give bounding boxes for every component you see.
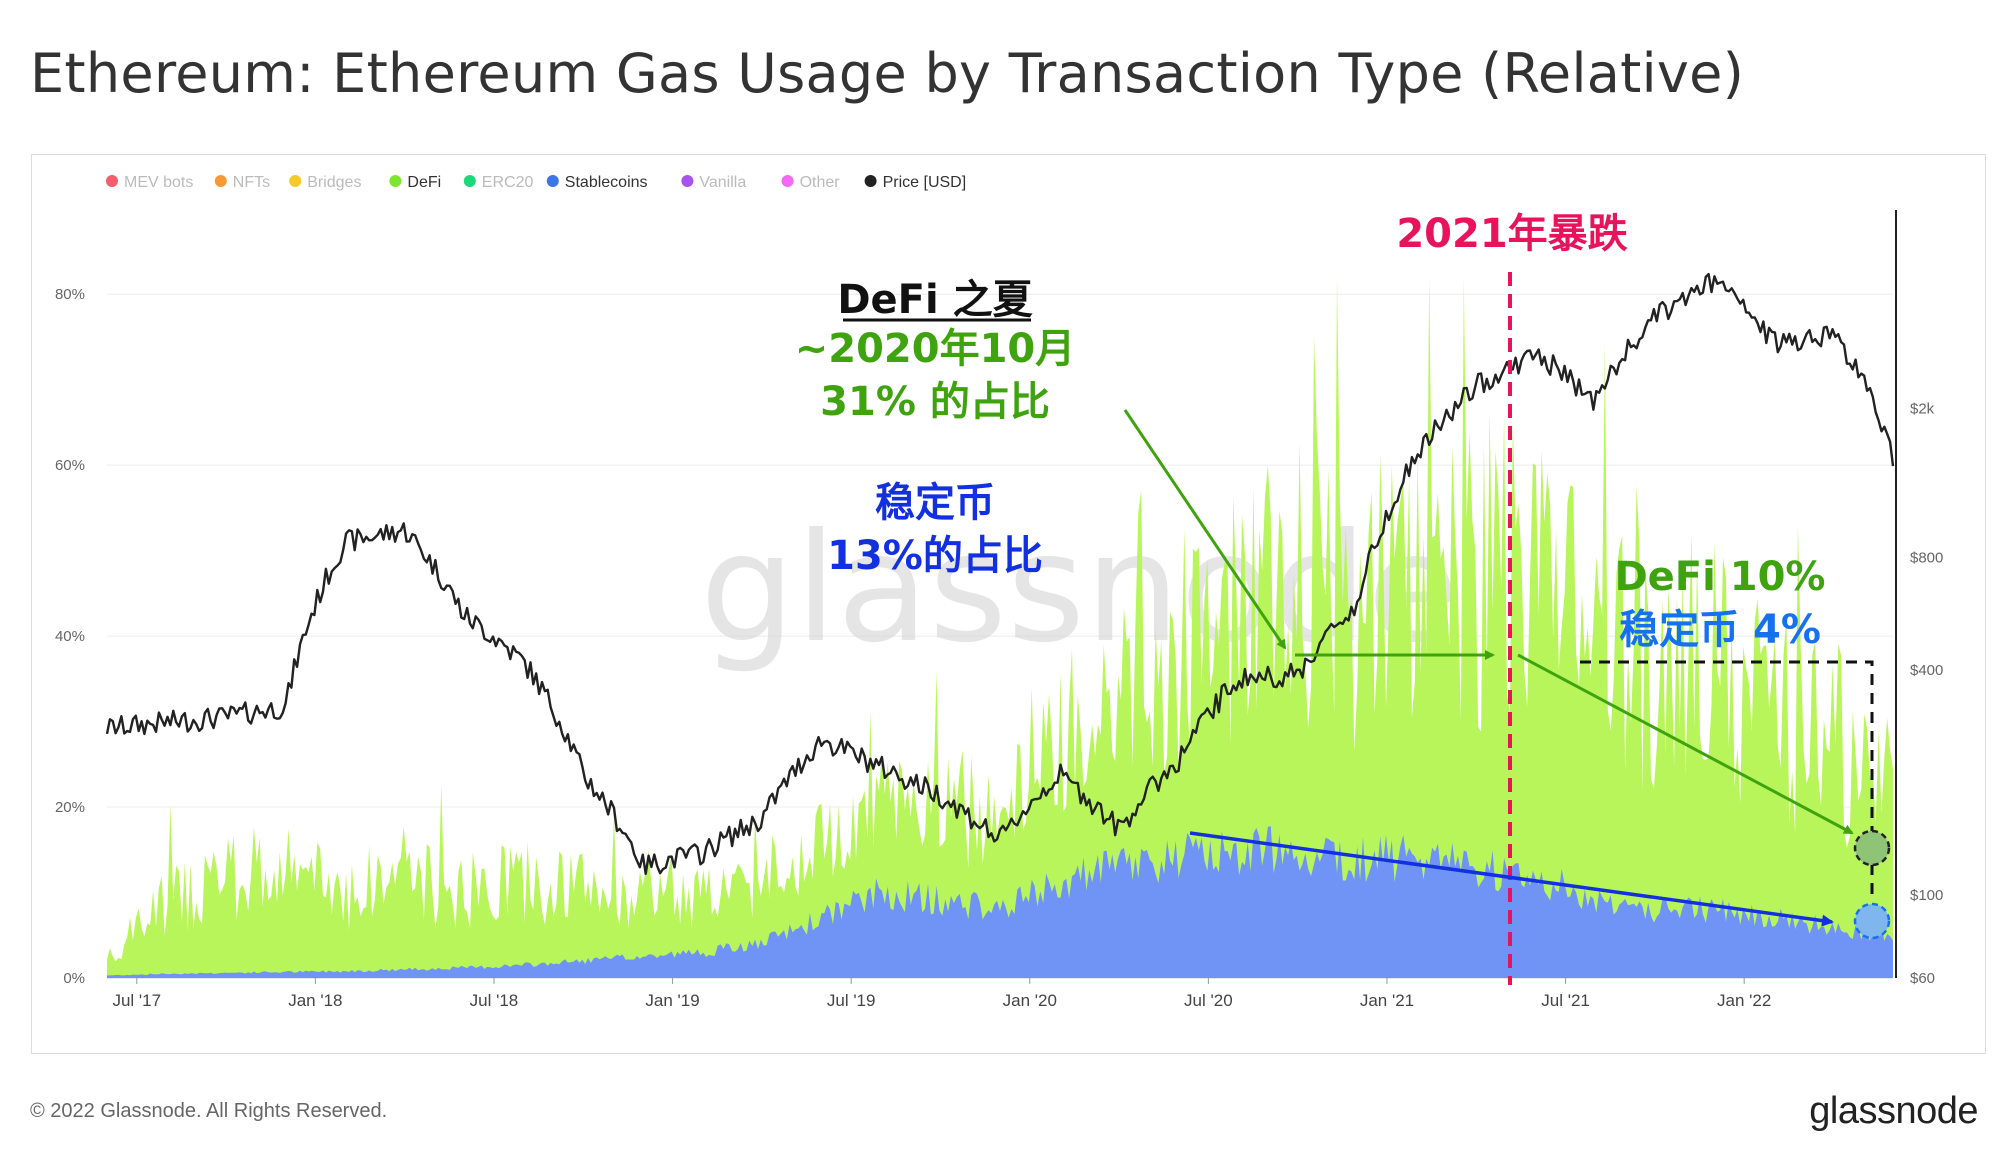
y-right-tick-label: $800 [1910, 549, 1943, 566]
legend-swatch [463, 175, 476, 187]
legend-swatch [864, 175, 877, 187]
defi-now-label: DeFi 10% [1614, 554, 1825, 600]
legend-label: MEV bots [124, 174, 193, 191]
x-axis: Jul '17 Jan '18 Jul '18 Jan '19 Jul '19 Jan '… [107, 977, 1893, 1010]
legend-swatch [214, 175, 227, 187]
y-axis-right: $60 $100 $400 $800 $2k [1895, 210, 1943, 987]
legend: MEV bots NFTs Bridges DeFi ERC20 Stablecoins V… [106, 174, 966, 191]
x-tick-label: Jan '22 [1717, 991, 1771, 1010]
series-defi-area [107, 277, 1893, 979]
legend-item[interactable]: NFTs [214, 174, 270, 191]
chart-panel [31, 154, 1986, 1054]
legend-item[interactable]: Price [USD] [864, 174, 967, 191]
legend-swatch [546, 175, 559, 187]
defi-summer-title: DeFi 之夏 [837, 277, 1033, 323]
x-tick-label: Jan '19 [645, 991, 699, 1010]
legend-label: Other [800, 174, 841, 191]
legend-swatch [681, 175, 694, 187]
defi-summer-arrow [1123, 409, 1287, 650]
stable-decline-arrow [1189, 831, 1834, 927]
y-right-tick-label: $2k [1910, 401, 1935, 418]
legend-item[interactable]: ERC20 [463, 174, 534, 191]
y-tick-label: 40% [55, 628, 85, 645]
watermark-text: glassnode [700, 502, 1459, 676]
y-right-tick-label: $100 [1910, 887, 1943, 904]
legend-label: DeFi [407, 174, 441, 191]
stable-now-marker [1853, 902, 1891, 940]
x-tick-label: Jan '20 [1003, 991, 1057, 1010]
defi-summer-date: ~2020年10月 [795, 326, 1076, 372]
x-tick-label: Jan '18 [288, 991, 342, 1010]
annotations: 2021年暴跌 DeFi 之夏 ~2020年10月 31% 的占比 稳定币 13… [795, 211, 1891, 985]
series-stablecoins-area [107, 826, 1893, 978]
x-tick-label: Jul '21 [1541, 991, 1590, 1010]
stable-now-label: 稳定币 4% [1619, 607, 1821, 653]
y-tick-label: 0% [63, 970, 85, 987]
legend-label: Stablecoins [565, 174, 648, 191]
copyright-text: © 2022 Glassnode. All Rights Reserved. [30, 1100, 388, 1122]
legend-label: NFTs [233, 174, 270, 191]
y-axis-left: 0% 20% 40% 60% 80% [55, 286, 85, 987]
x-tick-label: Jan '21 [1360, 991, 1414, 1010]
y-tick-label: 80% [55, 286, 85, 303]
legend-swatch [389, 175, 402, 187]
crash-label: 2021年暴跌 [1396, 211, 1627, 257]
legend-swatch [289, 175, 302, 187]
stable-label-line2: 13%的占比 [827, 533, 1043, 579]
legend-item[interactable]: Vanilla [681, 174, 746, 191]
legend-item[interactable]: Stablecoins [546, 174, 648, 191]
glassnode-logo: glassnode [1809, 1090, 1978, 1132]
legend-item[interactable]: Bridges [289, 174, 361, 191]
legend-item[interactable]: Other [781, 174, 841, 191]
defi-decline-arrow [1517, 653, 1854, 835]
defi-now-marker [1853, 829, 1891, 867]
x-tick-label: Jul '17 [112, 991, 161, 1010]
defi-summer-share: 31% 的占比 [820, 379, 1050, 425]
price-series [105, 272, 1895, 875]
stable-label-line1: 稳定币 [875, 480, 995, 526]
y-right-tick-label: $60 [1910, 970, 1935, 987]
x-tick-label: Jul '20 [1184, 991, 1233, 1010]
y-tick-label: 60% [55, 457, 85, 474]
legend-swatch [106, 175, 118, 187]
legend-label: Bridges [307, 174, 361, 191]
legend-label: Vanilla [699, 174, 746, 191]
current-bracket [1580, 660, 1874, 900]
legend-swatch [781, 175, 794, 187]
legend-item[interactable]: MEV bots [106, 174, 193, 191]
area-series [107, 277, 1893, 979]
x-tick-label: Jul '19 [827, 991, 876, 1010]
y-right-tick-label: $400 [1910, 662, 1943, 679]
legend-label: ERC20 [482, 174, 534, 191]
legend-item[interactable]: DeFi [389, 174, 441, 191]
legend-label: Price [USD] [883, 174, 967, 191]
y-tick-label: 20% [55, 799, 85, 816]
chart-title: Ethereum: Ethereum Gas Usage by Transact… [30, 42, 1745, 105]
x-tick-label: Jul '18 [470, 991, 519, 1010]
series-price-line [105, 272, 1895, 875]
